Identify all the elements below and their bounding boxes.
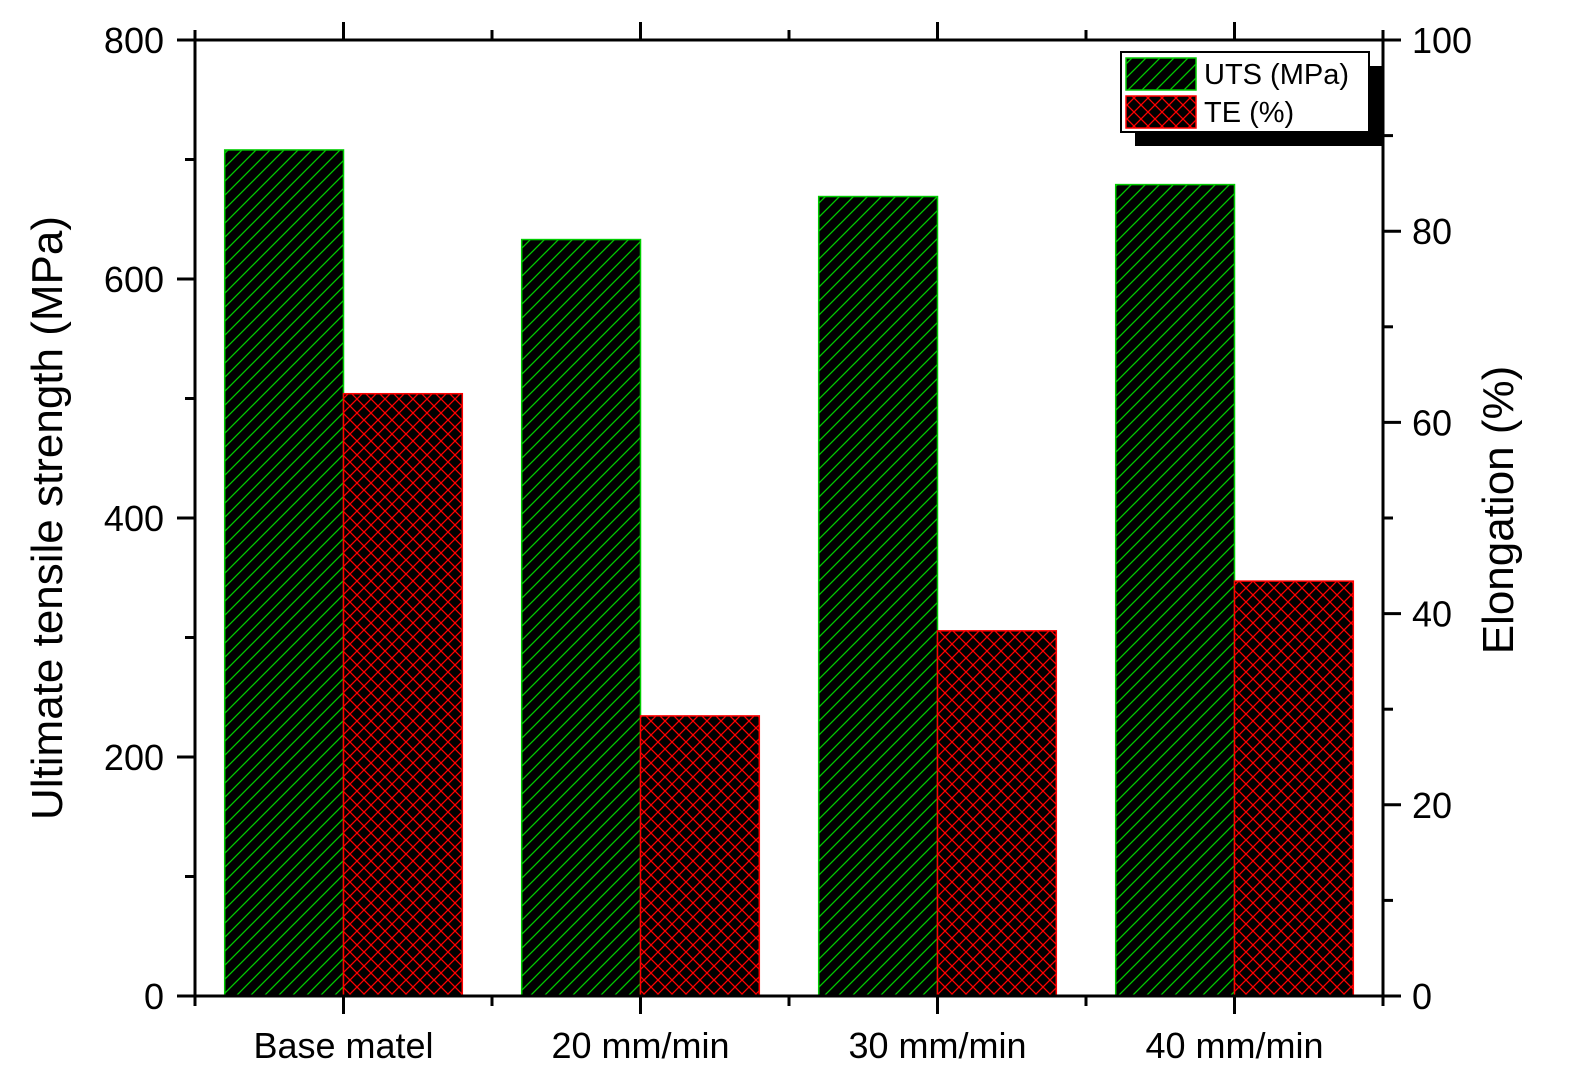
- legend-swatch-uts: [1125, 57, 1197, 91]
- y-left-tick-label: 0: [144, 976, 164, 1017]
- ticks-layer: [177, 22, 1401, 1014]
- y-right-tick-label: 20: [1412, 785, 1452, 826]
- y-right-tick-label: 0: [1412, 976, 1432, 1017]
- y-right-tick-label: 80: [1412, 211, 1452, 252]
- y-left-tick-label: 400: [104, 498, 164, 539]
- bar-uts-2: [817, 195, 939, 997]
- x-tick-label: 40 mm/min: [1145, 1025, 1323, 1066]
- y-left-tick-label: 200: [104, 737, 164, 778]
- bar-te-3: [1233, 580, 1355, 997]
- x-tick-label: 20 mm/min: [551, 1025, 729, 1066]
- y-right-tick-label: 100: [1412, 20, 1472, 61]
- bars-layer: [223, 149, 1355, 997]
- x-tick-label: Base matel: [253, 1025, 433, 1066]
- bar-te-0: [342, 392, 464, 997]
- legend-label-te: TE (%): [1204, 97, 1294, 129]
- y-axis-right-title: Elongation (%): [1474, 366, 1523, 655]
- tick-labels-layer: 0 200 400 600 800 0 20 40 60 80 100 Base matel 20 mm…: [104, 20, 1472, 1066]
- legend: UTS (MPa) TE (%): [1120, 51, 1383, 146]
- legend-label-uts: UTS (MPa): [1204, 59, 1349, 91]
- bar-te-1: [639, 715, 761, 997]
- bar-uts-0: [223, 149, 345, 997]
- bar-te-2: [936, 630, 1058, 997]
- bar-uts-3: [1114, 183, 1236, 997]
- legend-swatch-te: [1125, 95, 1197, 129]
- y-axis-left-title: Ultimate tensile strength (MPa): [23, 216, 72, 820]
- bar-uts-1: [520, 238, 642, 997]
- y-right-tick-label: 60: [1412, 402, 1452, 443]
- y-left-tick-label: 600: [104, 259, 164, 300]
- y-right-tick-label: 40: [1412, 594, 1452, 635]
- y-left-tick-label: 800: [104, 20, 164, 61]
- x-tick-label: 30 mm/min: [848, 1025, 1026, 1066]
